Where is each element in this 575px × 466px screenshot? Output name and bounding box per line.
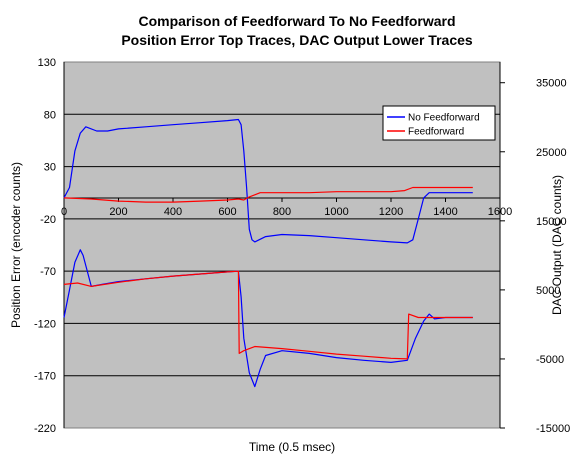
y-right-tick-label: 15000: [536, 216, 567, 228]
x-tick-label: 200: [109, 206, 127, 218]
y-left-tick-label: -220: [34, 423, 56, 435]
chart-title: Comparison of Feedforward To No Feedforw…: [121, 13, 473, 48]
y-left-tick-label: 80: [44, 109, 56, 121]
x-tick-label: 1000: [324, 206, 348, 218]
y-right-tick-label: 5000: [536, 285, 560, 297]
y-left-tick-label: -20: [40, 214, 56, 226]
chart-title-line-1: Comparison of Feedforward To No Feedforw…: [138, 13, 455, 29]
y-right-tick-label: 25000: [536, 147, 567, 159]
x-tick-label: 400: [164, 206, 182, 218]
y-right-tick-label: 35000: [536, 78, 567, 90]
y-left-tick-label: -120: [34, 318, 56, 330]
legend-entry-label: Feedforward: [408, 127, 464, 138]
y-left-tick-label: 30: [44, 162, 56, 174]
y-right-tick-label: -5000: [536, 354, 564, 366]
legend-box: [382, 105, 496, 141]
x-tick-label: 600: [218, 206, 236, 218]
series-line-feedforward-position-error: [63, 186, 473, 203]
legend: No Feedforward Feedforward: [382, 105, 496, 141]
x-tick-label: 1200: [379, 206, 403, 218]
y-left-tick-label: 130: [38, 57, 56, 69]
chart-title-line-2: Position Error Top Traces, DAC Output Lo…: [121, 32, 473, 48]
x-axis-label: Time (0.5 msec): [249, 440, 335, 454]
y-left-tick-label: -70: [40, 266, 56, 278]
y-left-tick-label: -170: [34, 371, 56, 383]
y-right-axis-label: DAC Output (DAC counts): [550, 175, 564, 315]
series-line-feedforward-dac-output: [63, 270, 473, 360]
legend-entry-label: No Feedforward: [408, 113, 480, 124]
y-left-axis-label: Position Error (encoder counts): [9, 162, 23, 328]
y-right-tick-label: -15000: [536, 423, 570, 435]
series-line-no-feedforward-position-error: [63, 118, 473, 244]
x-tick-label: 800: [273, 206, 291, 218]
x-tick-label: 1400: [433, 206, 457, 218]
